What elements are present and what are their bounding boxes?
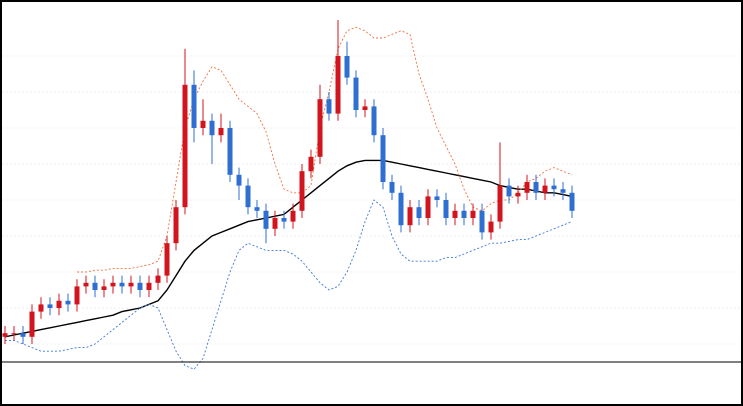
candle-body	[164, 243, 170, 276]
candle-body	[182, 84, 188, 208]
candle-body	[560, 189, 566, 193]
candle-body	[290, 210, 296, 222]
candle-body	[173, 207, 179, 244]
candle-body	[542, 185, 548, 193]
candle-body	[101, 286, 107, 290]
candle-body	[326, 99, 332, 114]
candle-body	[119, 282, 125, 287]
candle-body	[191, 84, 197, 128]
candle-body	[128, 282, 134, 287]
candle-body	[2, 333, 8, 337]
candle-body	[407, 207, 413, 226]
candle-body	[353, 77, 359, 110]
candle-body	[362, 106, 368, 110]
candle-body	[56, 300, 62, 308]
candle-body	[218, 128, 224, 136]
candle-body	[92, 282, 98, 290]
candle-body	[83, 282, 89, 287]
overlay-line	[77, 26, 573, 273]
candle-body	[137, 282, 143, 290]
candle-body	[479, 210, 485, 233]
candle-body	[245, 185, 251, 208]
candle-body	[236, 174, 242, 186]
candle-body	[416, 207, 422, 218]
candle-body	[434, 196, 440, 200]
candle-body	[227, 128, 233, 175]
candle-body	[425, 196, 431, 218]
candle-body	[29, 311, 35, 337]
candle-body	[344, 56, 350, 78]
candle-body	[488, 221, 494, 233]
candle-body	[452, 210, 458, 218]
candle-body	[263, 210, 269, 229]
overlay-line	[4, 159, 573, 338]
candle-body	[74, 286, 80, 305]
candle-body	[272, 218, 278, 229]
candle-body	[254, 207, 260, 211]
candle-body	[551, 185, 557, 190]
candle-body	[47, 304, 53, 308]
candle-body	[497, 185, 503, 222]
candle-body	[398, 192, 404, 226]
candle-body	[515, 192, 521, 197]
candle-body	[371, 106, 377, 136]
candle-body	[155, 275, 161, 283]
candle-body	[38, 304, 44, 312]
candle-body	[308, 156, 314, 172]
candle-body	[443, 200, 449, 218]
candle-body	[380, 135, 386, 182]
candles	[2, 20, 575, 344]
candle-body	[389, 182, 395, 193]
candle-body	[317, 99, 323, 157]
candle-body	[533, 182, 539, 193]
candle-body	[146, 282, 152, 290]
candle-body	[299, 171, 305, 211]
candle-body	[335, 56, 341, 114]
candle-body	[506, 185, 512, 197]
candle-body	[200, 120, 206, 128]
candle-body	[569, 192, 575, 211]
candle-body	[209, 120, 215, 136]
candle-body	[461, 210, 467, 218]
candle-body	[281, 218, 287, 222]
candle-body	[524, 182, 530, 193]
candle-body	[65, 300, 71, 305]
candle-body	[470, 210, 476, 218]
candle-body	[20, 333, 26, 337]
candle-body	[110, 282, 116, 287]
overlay-line	[5, 199, 573, 370]
candle-body	[11, 333, 17, 335]
overlays	[4, 26, 573, 370]
